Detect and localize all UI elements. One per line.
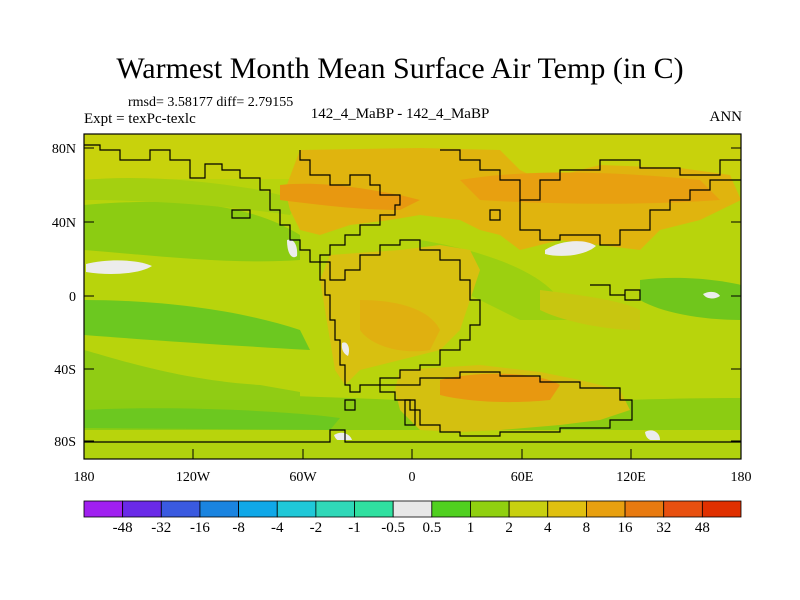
colorbar-box (508, 500, 549, 518)
lon-label-60w: 60W (289, 470, 317, 485)
colorbar-label: -16 (190, 520, 210, 536)
field-npac-north (84, 178, 300, 215)
field-hot-na (280, 183, 420, 210)
colorbar-labels: -48 -32 -16 -8 -4 -2 -1 -0.5 0.5 1 2 4 8 16 32 48 (113, 520, 710, 536)
coast-island-1 (344, 399, 356, 411)
colorbar-label: 4 (544, 520, 552, 536)
colorbar-label: -4 (271, 520, 284, 536)
lon-tick-marks (83, 449, 742, 459)
colorbar-label: 16 (618, 520, 634, 536)
lon-label-120e: 120E (616, 470, 646, 485)
lat-label-80n: 80N (52, 142, 76, 157)
colorbar-box (276, 500, 317, 518)
field-white-na (287, 239, 298, 258)
field-white-asia (545, 241, 596, 256)
colorbar-box (392, 500, 433, 518)
lon-label-180e: 180 (731, 470, 752, 485)
lat-label-40s: 40S (54, 363, 76, 378)
colorbar-box (315, 500, 355, 518)
colorbar-label: 0.5 (422, 520, 441, 536)
field-npacific (84, 201, 300, 262)
lon-label-180w: 180 (74, 470, 95, 485)
colorbar-label: 1 (467, 520, 475, 536)
colorbar-box (470, 500, 510, 518)
colorbar-box (624, 500, 665, 518)
lon-label-0: 0 (409, 470, 416, 485)
colorbar-box (83, 500, 124, 518)
lon-label-60e: 60E (511, 470, 534, 485)
lat-tick-marks (84, 147, 741, 442)
coast-island-2 (404, 399, 416, 426)
field-spacific-south (84, 350, 300, 400)
map-title: Warmest Month Mean Surface Air Temp (in … (116, 52, 684, 85)
experiment-label: Expt = texPc-texlc (84, 111, 196, 127)
stats-text: rmsd= 3.58177 diff= 2.79155 (128, 95, 294, 110)
lat-label-80s: 80S (54, 435, 76, 450)
field-india (540, 290, 640, 330)
field-hot-antarctic-coast (440, 373, 560, 403)
colorbar-label: 2 (505, 520, 513, 536)
colorbar-label: 48 (695, 520, 710, 536)
coast-north-america (84, 144, 401, 263)
field-southern-band (84, 408, 340, 430)
coast-gondwana-west (319, 239, 481, 393)
colorbar-label: 32 (656, 520, 671, 536)
field-white-wpac (703, 291, 720, 299)
coast-eurasia-north (440, 149, 741, 201)
coast-islands-east (590, 284, 641, 301)
colorbar-label: -1 (348, 520, 361, 536)
coast-island-4 (489, 209, 501, 221)
lon-label-120w: 120W (176, 470, 211, 485)
field-spac-band (84, 300, 310, 350)
coast-island-3 (231, 209, 251, 219)
season-label: ANN (709, 109, 743, 125)
colorbar-box (701, 500, 742, 518)
colorbar-box (663, 500, 703, 518)
colorbar-label: -0.5 (381, 520, 405, 536)
colorbar-box (586, 500, 626, 518)
coast-antarctica (84, 429, 741, 443)
colorbar-box (199, 500, 239, 518)
coast-gondwana-east (379, 371, 633, 437)
case-label: 142_4_MaBP - 142_4_MaBP (310, 106, 490, 122)
field-africa-interior (360, 300, 440, 352)
colorbar-label: -48 (113, 520, 133, 536)
field-white-ant1 (334, 432, 352, 443)
colorbar-label: -32 (151, 520, 171, 536)
field-wpac (640, 277, 741, 320)
field-white-pac (86, 260, 152, 274)
field-white-sa (341, 342, 350, 356)
coast-eurasia-south (519, 179, 741, 246)
colorbar-boxes (83, 500, 742, 518)
colorbar-box (354, 500, 394, 518)
coastlines (84, 144, 741, 443)
colorbar-box (431, 500, 471, 518)
field-hot-asia (460, 172, 720, 204)
colorbar-box (160, 500, 201, 518)
field-white-ant2 (645, 430, 660, 441)
lat-label-40n: 40N (52, 216, 76, 231)
colorbar-label: 8 (583, 520, 591, 536)
colorbar-box (238, 500, 278, 518)
colorbar-label: -2 (310, 520, 323, 536)
colorbar-box (122, 500, 162, 518)
lat-label-0: 0 (69, 290, 76, 305)
colorbar-label: -8 (232, 520, 245, 536)
colorbar-box (547, 500, 587, 518)
